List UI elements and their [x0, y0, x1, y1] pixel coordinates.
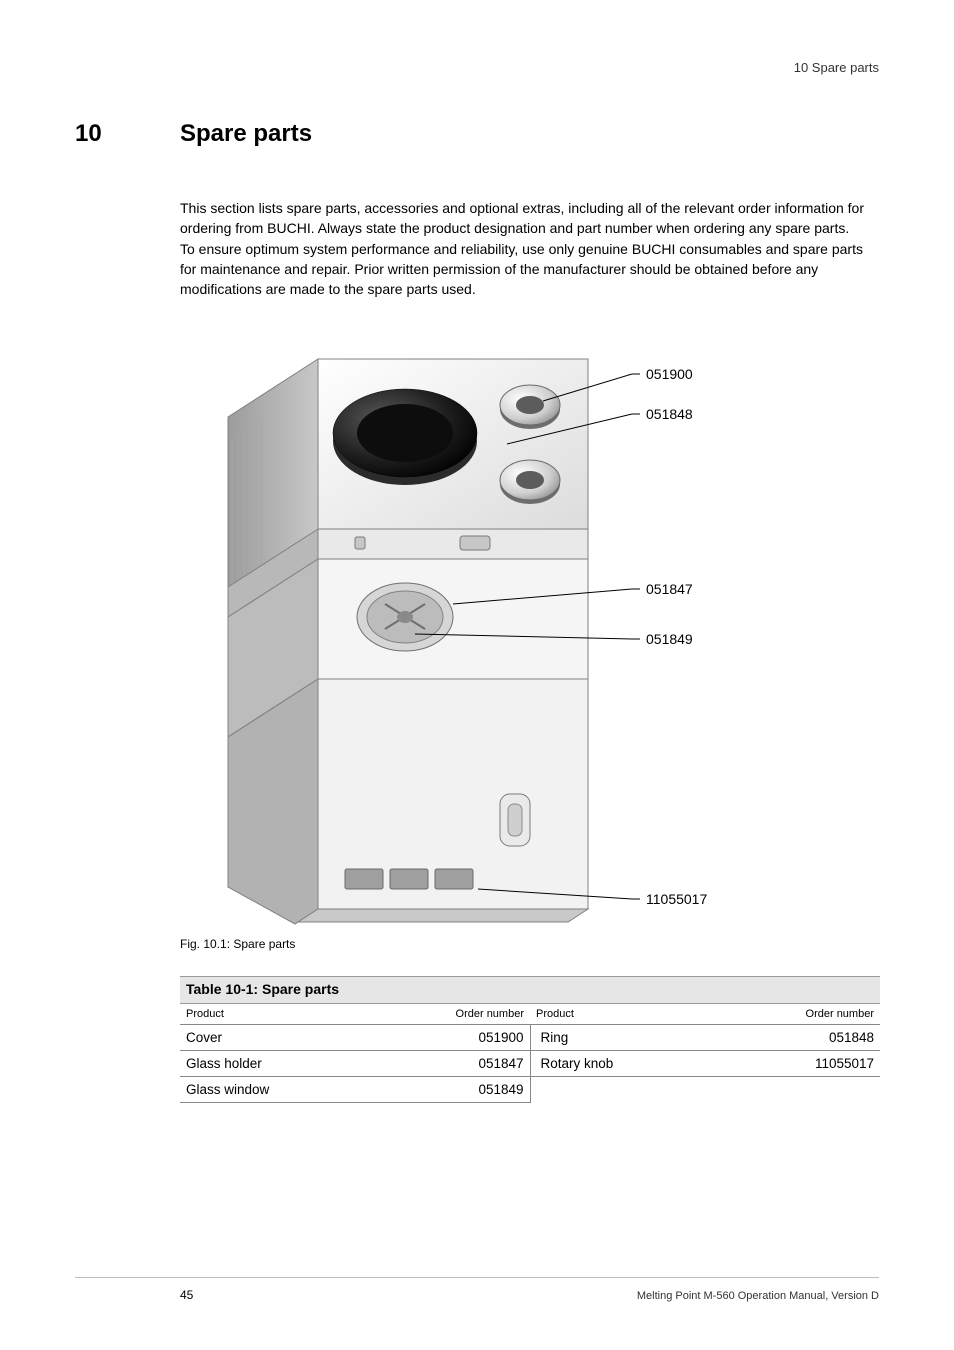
th-order-right: Order number — [726, 1004, 880, 1025]
header-section-ref: 10 Spare parts — [75, 60, 879, 75]
table-title: Table 10-1: Spare parts — [186, 981, 339, 997]
page-footer: 45 Melting Point M-560 Operation Manual,… — [75, 1277, 879, 1302]
button-row — [345, 869, 473, 889]
table-row: Rotary knob — [530, 1051, 726, 1077]
th-product-right: Product — [530, 1004, 726, 1025]
chapter-number: 10 — [75, 120, 180, 148]
table-row: Cover — [180, 1025, 376, 1051]
callout-label: 051900 — [646, 366, 693, 382]
doc-title: Melting Point M-560 Operation Manual, Ve… — [637, 1290, 879, 1302]
ring-lower — [500, 460, 560, 504]
table-row: Glass window — [180, 1077, 376, 1103]
table-row — [530, 1077, 726, 1103]
spare-parts-diagram: 051900 051848 051847 051849 11055017 — [180, 329, 760, 929]
table-row: 051900 — [376, 1025, 530, 1051]
rotary-knob — [500, 794, 530, 846]
device-base — [298, 909, 588, 922]
ring-upper — [500, 385, 560, 429]
chapter-title: Spare parts — [180, 120, 312, 148]
table-row: 051848 — [726, 1025, 880, 1051]
table-row — [726, 1077, 880, 1103]
callout-label: 11055017 — [646, 891, 707, 907]
page-number: 45 — [180, 1288, 193, 1302]
glass-holder-slot — [460, 536, 490, 550]
table-row: Ring — [530, 1025, 726, 1051]
callout-label: 051849 — [646, 631, 693, 647]
glass-window — [357, 583, 453, 651]
cover-knob — [333, 389, 477, 485]
table-row: Glass holder — [180, 1051, 376, 1077]
spare-parts-table: Table 10-1: Spare parts Product Order nu… — [180, 976, 880, 1103]
figure-block: 051900 051848 051847 051849 11055017 Fig. 10… — [180, 329, 879, 951]
body-paragraph: This section lists spare parts, accessor… — [180, 198, 879, 299]
table-row: 051849 — [376, 1077, 530, 1103]
table-row: 051847 — [376, 1051, 530, 1077]
callout-label: 051847 — [646, 581, 693, 597]
callout-label: 051848 — [646, 406, 693, 422]
figure-caption: Fig. 10.1: Spare parts — [180, 937, 879, 951]
chapter-heading: 10 Spare parts — [75, 120, 879, 148]
th-order-left: Order number — [376, 1004, 530, 1025]
th-product-left: Product — [180, 1004, 376, 1025]
table-row: 11055017 — [726, 1051, 880, 1077]
